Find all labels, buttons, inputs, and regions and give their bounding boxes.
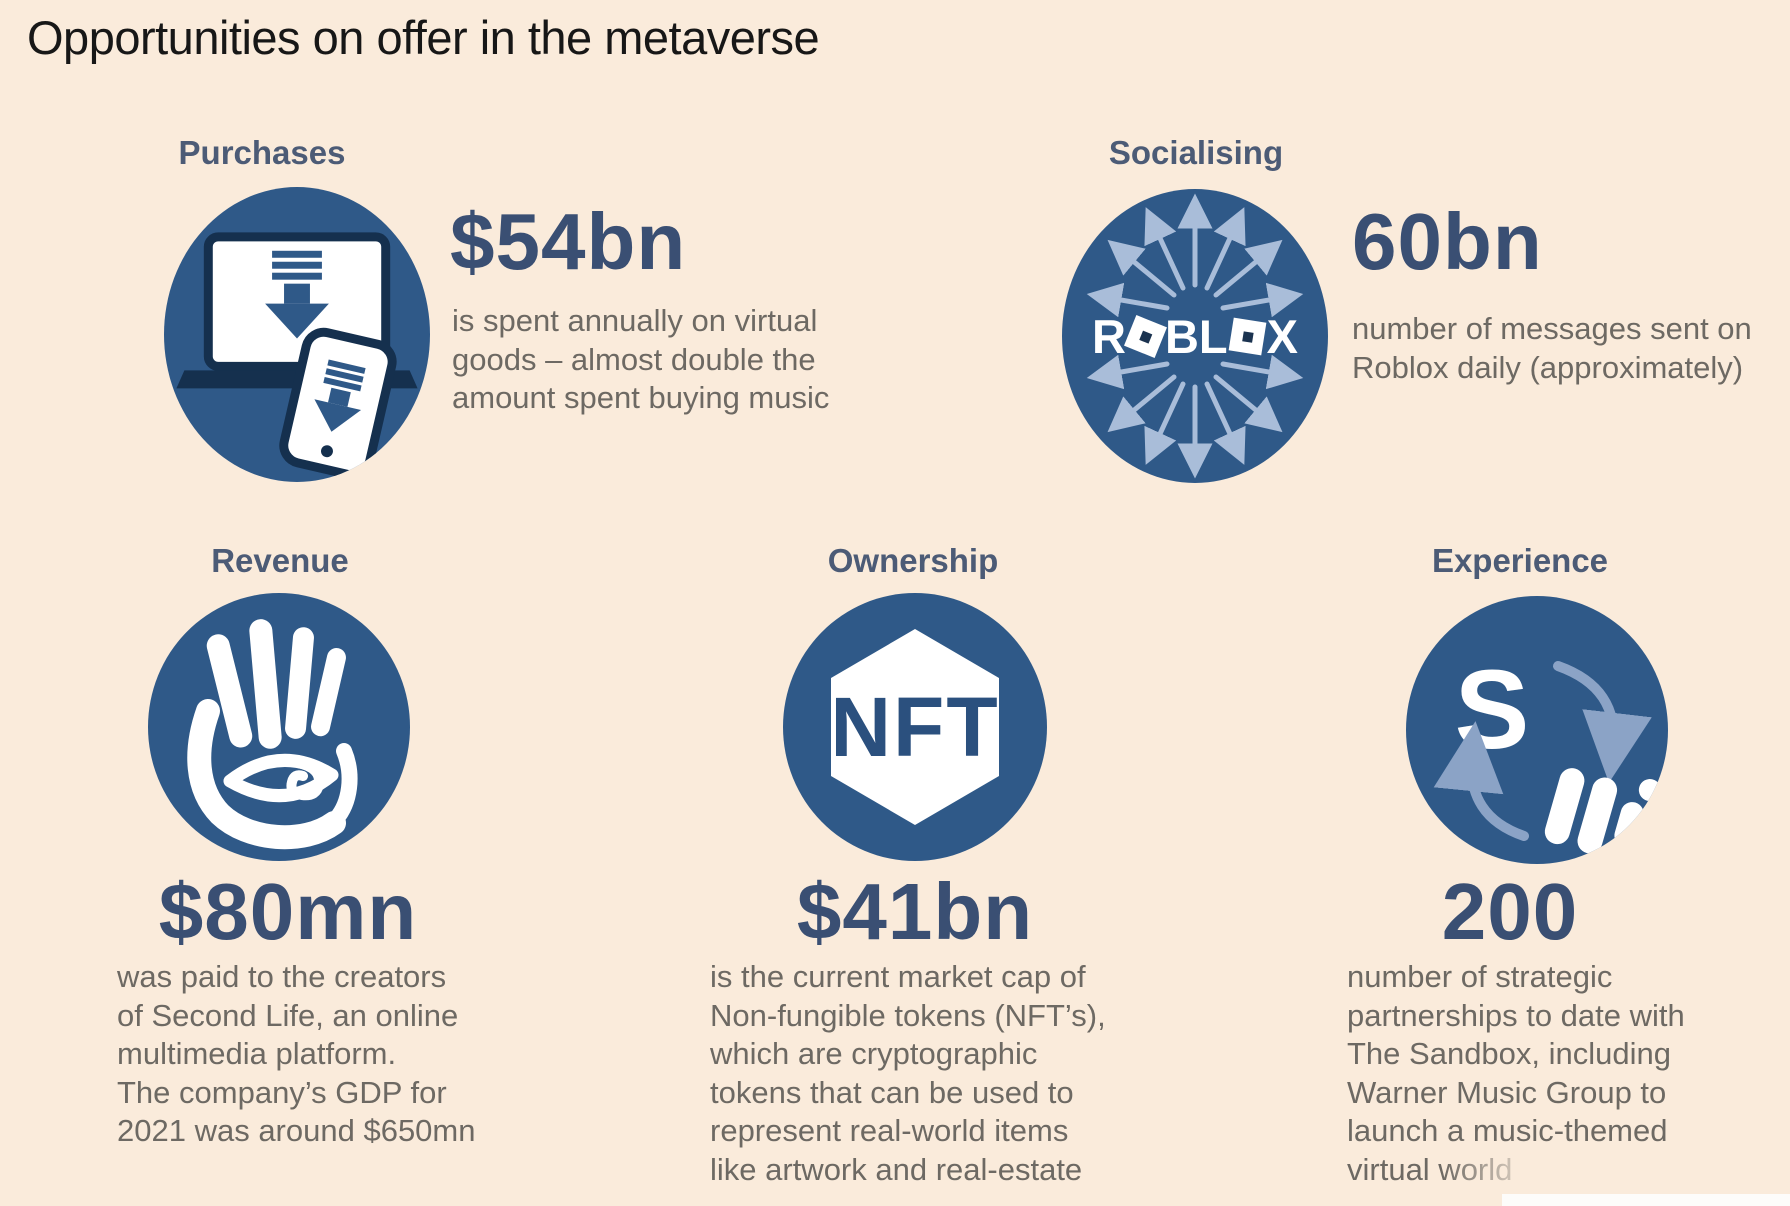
roblox-letter: R: [1092, 309, 1126, 363]
nft-hexagon-icon: NFT: [783, 593, 1047, 861]
radiating-arrows-graphic: [1086, 193, 1304, 479]
description-line: like artwork and real-estate: [710, 1151, 1083, 1187]
cycle-arrow-down: [1553, 661, 1652, 783]
sandbox-warner-cycle-icon: S: [1406, 596, 1668, 864]
description-line: The company’s GDP for: [117, 1074, 447, 1110]
stat-description-socialising: number of messages sent on Roblox daily …: [1352, 310, 1752, 387]
description-line: is the current market cap of: [710, 959, 1086, 994]
description-line: Roblox daily (approximately): [1352, 349, 1744, 385]
second-life-hand-eye-icon: [148, 593, 410, 861]
roblox-square-o-icon: [1123, 314, 1167, 358]
description-line: Warner Music Group to: [1347, 1074, 1667, 1110]
stat-value-experience: 200: [1441, 867, 1579, 956]
sandbox-s-letter: S: [1455, 647, 1530, 772]
stat-description-ownership: is the current market cap of Non-fungibl…: [710, 958, 1106, 1189]
sandbox-warner-graphic: S: [1433, 647, 1661, 854]
description-line: partnerships to date with: [1347, 997, 1685, 1033]
description-line: which are cryptographic: [710, 1036, 1038, 1071]
section-label-ownership: Ownership: [827, 542, 999, 579]
description-line: tokens that can be used to: [710, 1074, 1074, 1110]
description-line: multimedia platform.: [117, 1036, 397, 1071]
description-line: Non-fungible tokens (NFT’s),: [710, 997, 1106, 1033]
section-label-purchases: Purchases: [178, 134, 346, 171]
description-line: The Sandbox, including: [1347, 1036, 1672, 1071]
description-line: launch a music-themed: [1347, 1113, 1668, 1148]
stat-value-purchases: $54bn: [450, 197, 687, 286]
nft-hexagon-graphic: NFT: [830, 629, 999, 825]
stat-value-socialising: 60bn: [1352, 197, 1543, 286]
warner-w-icon: [1544, 768, 1661, 854]
nft-text: NFT: [830, 680, 999, 774]
roblox-letter: BL: [1164, 309, 1228, 363]
stat-value-revenue: $80mn: [158, 867, 418, 956]
laptop-download-graphic: [176, 232, 418, 480]
description-line: 2021 was around $650mn: [117, 1113, 476, 1148]
description-line: of Second Life, an online: [117, 997, 459, 1033]
laptop-phone-download-icon: [164, 187, 430, 482]
description-line: is spent annually on virtual: [452, 303, 818, 338]
stat-description-experience: number of strategic partnerships to date…: [1347, 958, 1685, 1189]
stat-description-revenue: was paid to the creators of Second Life,…: [117, 958, 475, 1151]
cycle-arrow-up: [1433, 721, 1529, 841]
roblox-square-o-icon: [1228, 317, 1267, 355]
roblox-radiating-arrows-icon: R BL X: [1062, 189, 1328, 483]
stat-value-ownership: $41bn: [796, 867, 1034, 956]
section-label-experience: Experience: [1431, 542, 1609, 579]
description-line: number of messages sent on: [1352, 311, 1752, 346]
section-label-revenue: Revenue: [211, 542, 349, 579]
bottom-edge-artifact: [1502, 1194, 1790, 1206]
description-line: represent real-world items: [710, 1113, 1069, 1148]
page-title: Opportunities on offer in the metaverse: [27, 11, 820, 64]
roblox-letter: X: [1266, 309, 1298, 363]
description-line: amount spent buying music: [452, 380, 830, 415]
description-line: goods – almost double the: [452, 341, 816, 377]
description-line: number of strategic: [1347, 959, 1613, 994]
description-line: virtual world: [1347, 1151, 1513, 1187]
hand-eye-graphic: [187, 619, 358, 850]
section-label-socialising: Socialising: [1108, 134, 1284, 171]
roblox-wordmark: R BL X: [1062, 189, 1328, 483]
stat-description-purchases: is spent annually on virtual goods – alm…: [452, 302, 829, 418]
description-line: was paid to the creators: [117, 959, 447, 994]
